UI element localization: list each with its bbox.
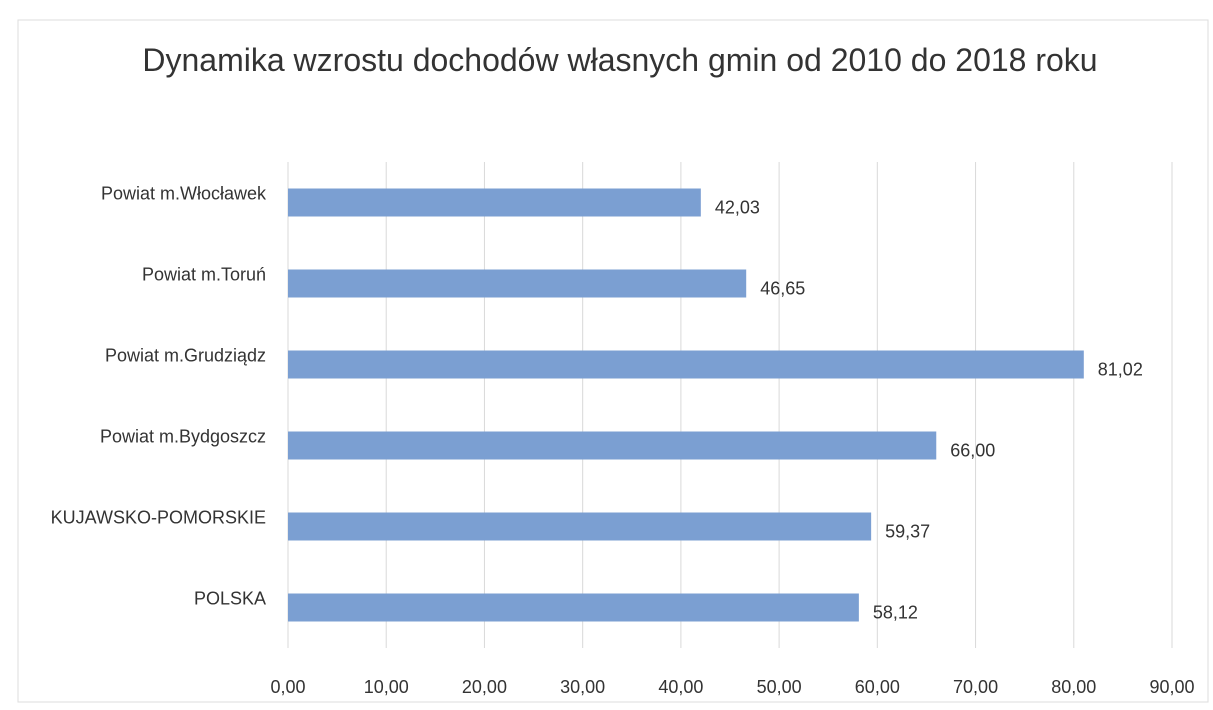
chart-title: Dynamika wzrostu dochodów własnych gmin … — [142, 42, 1098, 78]
x-tick-label: 80,00 — [1051, 677, 1096, 697]
y-tick-label: Powiat m.Toruń — [142, 264, 266, 284]
y-tick-label: Powiat m.Grudziądz — [105, 345, 266, 365]
y-tick-label: Powiat m.Bydgoszcz — [100, 426, 266, 446]
x-tick-label: 0,00 — [270, 677, 305, 697]
x-tick-label: 70,00 — [953, 677, 998, 697]
x-tick-label: 20,00 — [462, 677, 507, 697]
x-tick-label: 10,00 — [364, 677, 409, 697]
y-tick-label: KUJAWSKO-POMORSKIE — [51, 507, 266, 527]
chart-border — [17, 19, 1209, 703]
data-label: 81,02 — [1098, 359, 1143, 379]
bar — [288, 593, 859, 622]
bar — [288, 350, 1084, 379]
bar — [288, 512, 872, 541]
y-tick-label: Powiat m.Włocławek — [101, 183, 267, 203]
bar — [288, 269, 747, 298]
data-label: 66,00 — [950, 440, 995, 460]
x-tick-label: 40,00 — [658, 677, 703, 697]
data-label: 59,37 — [885, 521, 930, 541]
y-tick-label: POLSKA — [194, 588, 266, 608]
bar — [288, 188, 701, 217]
bar — [288, 431, 937, 460]
x-tick-label: 30,00 — [560, 677, 605, 697]
data-label: 58,12 — [873, 602, 918, 622]
data-label: 42,03 — [715, 197, 760, 217]
data-label: 46,65 — [760, 278, 805, 298]
x-tick-label: 50,00 — [757, 677, 802, 697]
x-tick-label: 60,00 — [855, 677, 900, 697]
x-tick-label: 90,00 — [1149, 677, 1194, 697]
